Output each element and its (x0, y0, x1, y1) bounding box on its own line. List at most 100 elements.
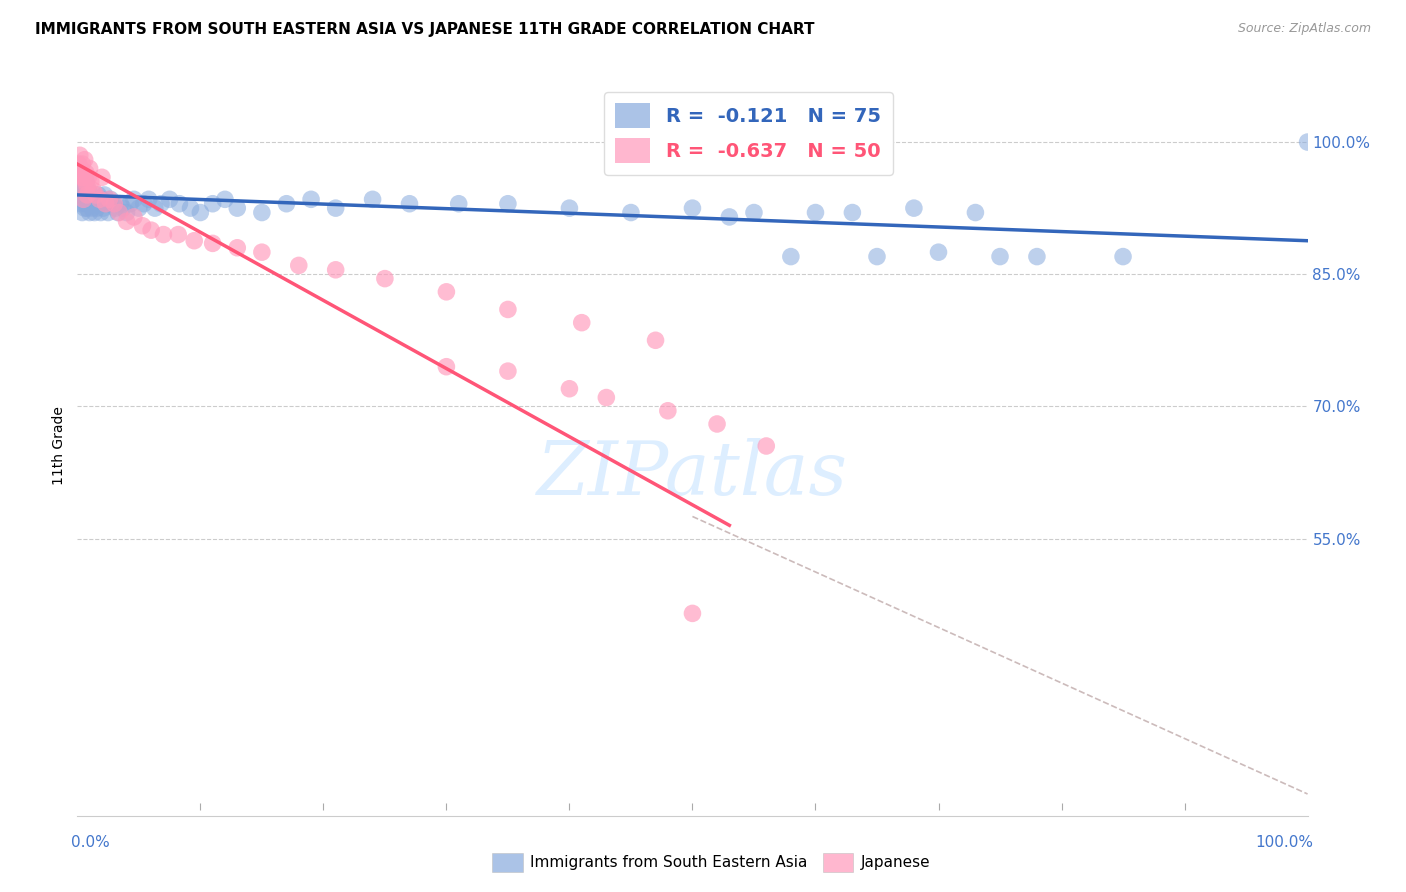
Point (73, 153, 96, 167)
Point (780, 250, 803, 264)
Point (70, 157, 93, 171)
Point (965, 205, 987, 219)
Point (374, 271, 396, 285)
Point (620, 205, 643, 219)
Point (89, 192, 111, 206)
Text: 0.0%: 0.0% (72, 835, 110, 850)
Point (98, 192, 121, 206)
Point (70, 196, 93, 211)
Text: IMMIGRANTS FROM SOUTH EASTERN ASIA VS JAPANESE 11TH GRADE CORRELATION CHART: IMMIGRANTS FROM SOUTH EASTERN ASIA VS JA… (35, 22, 814, 37)
Point (325, 262, 347, 277)
Point (167, 227, 190, 242)
Point (250, 205, 273, 219)
Point (190, 205, 212, 219)
Point (436, 359, 458, 374)
Point (76, 201, 98, 215)
Text: Source: ZipAtlas.com: Source: ZipAtlas.com (1237, 22, 1371, 36)
Point (115, 214, 138, 228)
Point (558, 382, 581, 396)
Point (111, 201, 134, 215)
Point (141, 223, 163, 237)
Point (79, 205, 101, 219)
Point (72, 170, 94, 185)
Point (94, 196, 117, 211)
Point (496, 196, 519, 211)
Text: Japanese: Japanese (860, 855, 931, 870)
Point (90, 192, 114, 206)
Point (558, 201, 581, 215)
Point (69, 148, 91, 162)
Point (682, 607, 704, 621)
Point (93, 188, 115, 202)
Point (928, 245, 950, 260)
Point (79, 161, 101, 176)
Point (657, 403, 679, 417)
Point (82, 201, 104, 215)
Point (80, 192, 103, 206)
Point (152, 227, 174, 242)
Point (138, 192, 160, 206)
Point (682, 201, 704, 215)
Point (72, 179, 94, 194)
Point (69, 170, 91, 185)
Point (104, 201, 127, 215)
Point (571, 316, 593, 330)
Point (108, 205, 131, 219)
Point (276, 196, 298, 211)
Point (122, 192, 145, 206)
Point (84, 188, 107, 202)
Point (288, 259, 311, 273)
Point (595, 391, 617, 405)
Point (706, 417, 728, 431)
Point (91, 201, 114, 215)
Point (120, 196, 142, 211)
Point (90, 170, 114, 185)
Point (90, 205, 112, 219)
Point (866, 250, 889, 264)
Point (1296, 135, 1319, 149)
Point (73, 201, 96, 215)
Point (107, 205, 129, 219)
Point (718, 210, 741, 224)
Point (841, 205, 863, 219)
Point (742, 205, 765, 219)
Legend: R =  -0.121   N = 75, R =  -0.637   N = 50: R = -0.121 N = 75, R = -0.637 N = 50 (603, 92, 893, 175)
Point (250, 245, 273, 260)
Point (87, 188, 110, 202)
Point (86, 201, 108, 215)
Point (67, 188, 90, 202)
Point (131, 219, 153, 233)
Point (77, 170, 100, 185)
Text: 100.0%: 100.0% (1256, 835, 1313, 850)
Point (447, 196, 470, 211)
Point (496, 302, 519, 317)
Point (75, 175, 97, 189)
Point (76, 192, 98, 206)
Point (755, 439, 778, 453)
Point (70, 170, 93, 185)
Point (75, 175, 97, 189)
Point (110, 196, 132, 211)
Point (183, 234, 205, 248)
Point (143, 201, 166, 215)
Point (169, 196, 191, 211)
Point (436, 285, 458, 299)
Point (84, 192, 107, 206)
Point (89, 196, 111, 211)
Y-axis label: 11th Grade: 11th Grade (52, 407, 66, 485)
Point (83, 205, 105, 219)
Point (67, 157, 90, 171)
Point (75, 196, 97, 211)
Point (988, 250, 1011, 264)
Point (201, 236, 224, 251)
Text: ZIPatlas: ZIPatlas (537, 438, 848, 511)
Point (101, 196, 124, 211)
Point (72, 179, 94, 194)
Point (226, 201, 249, 215)
Point (97, 205, 120, 219)
Point (70, 166, 93, 180)
Point (82, 184, 104, 198)
Point (100, 192, 122, 206)
Point (80, 175, 103, 189)
Point (903, 201, 925, 215)
